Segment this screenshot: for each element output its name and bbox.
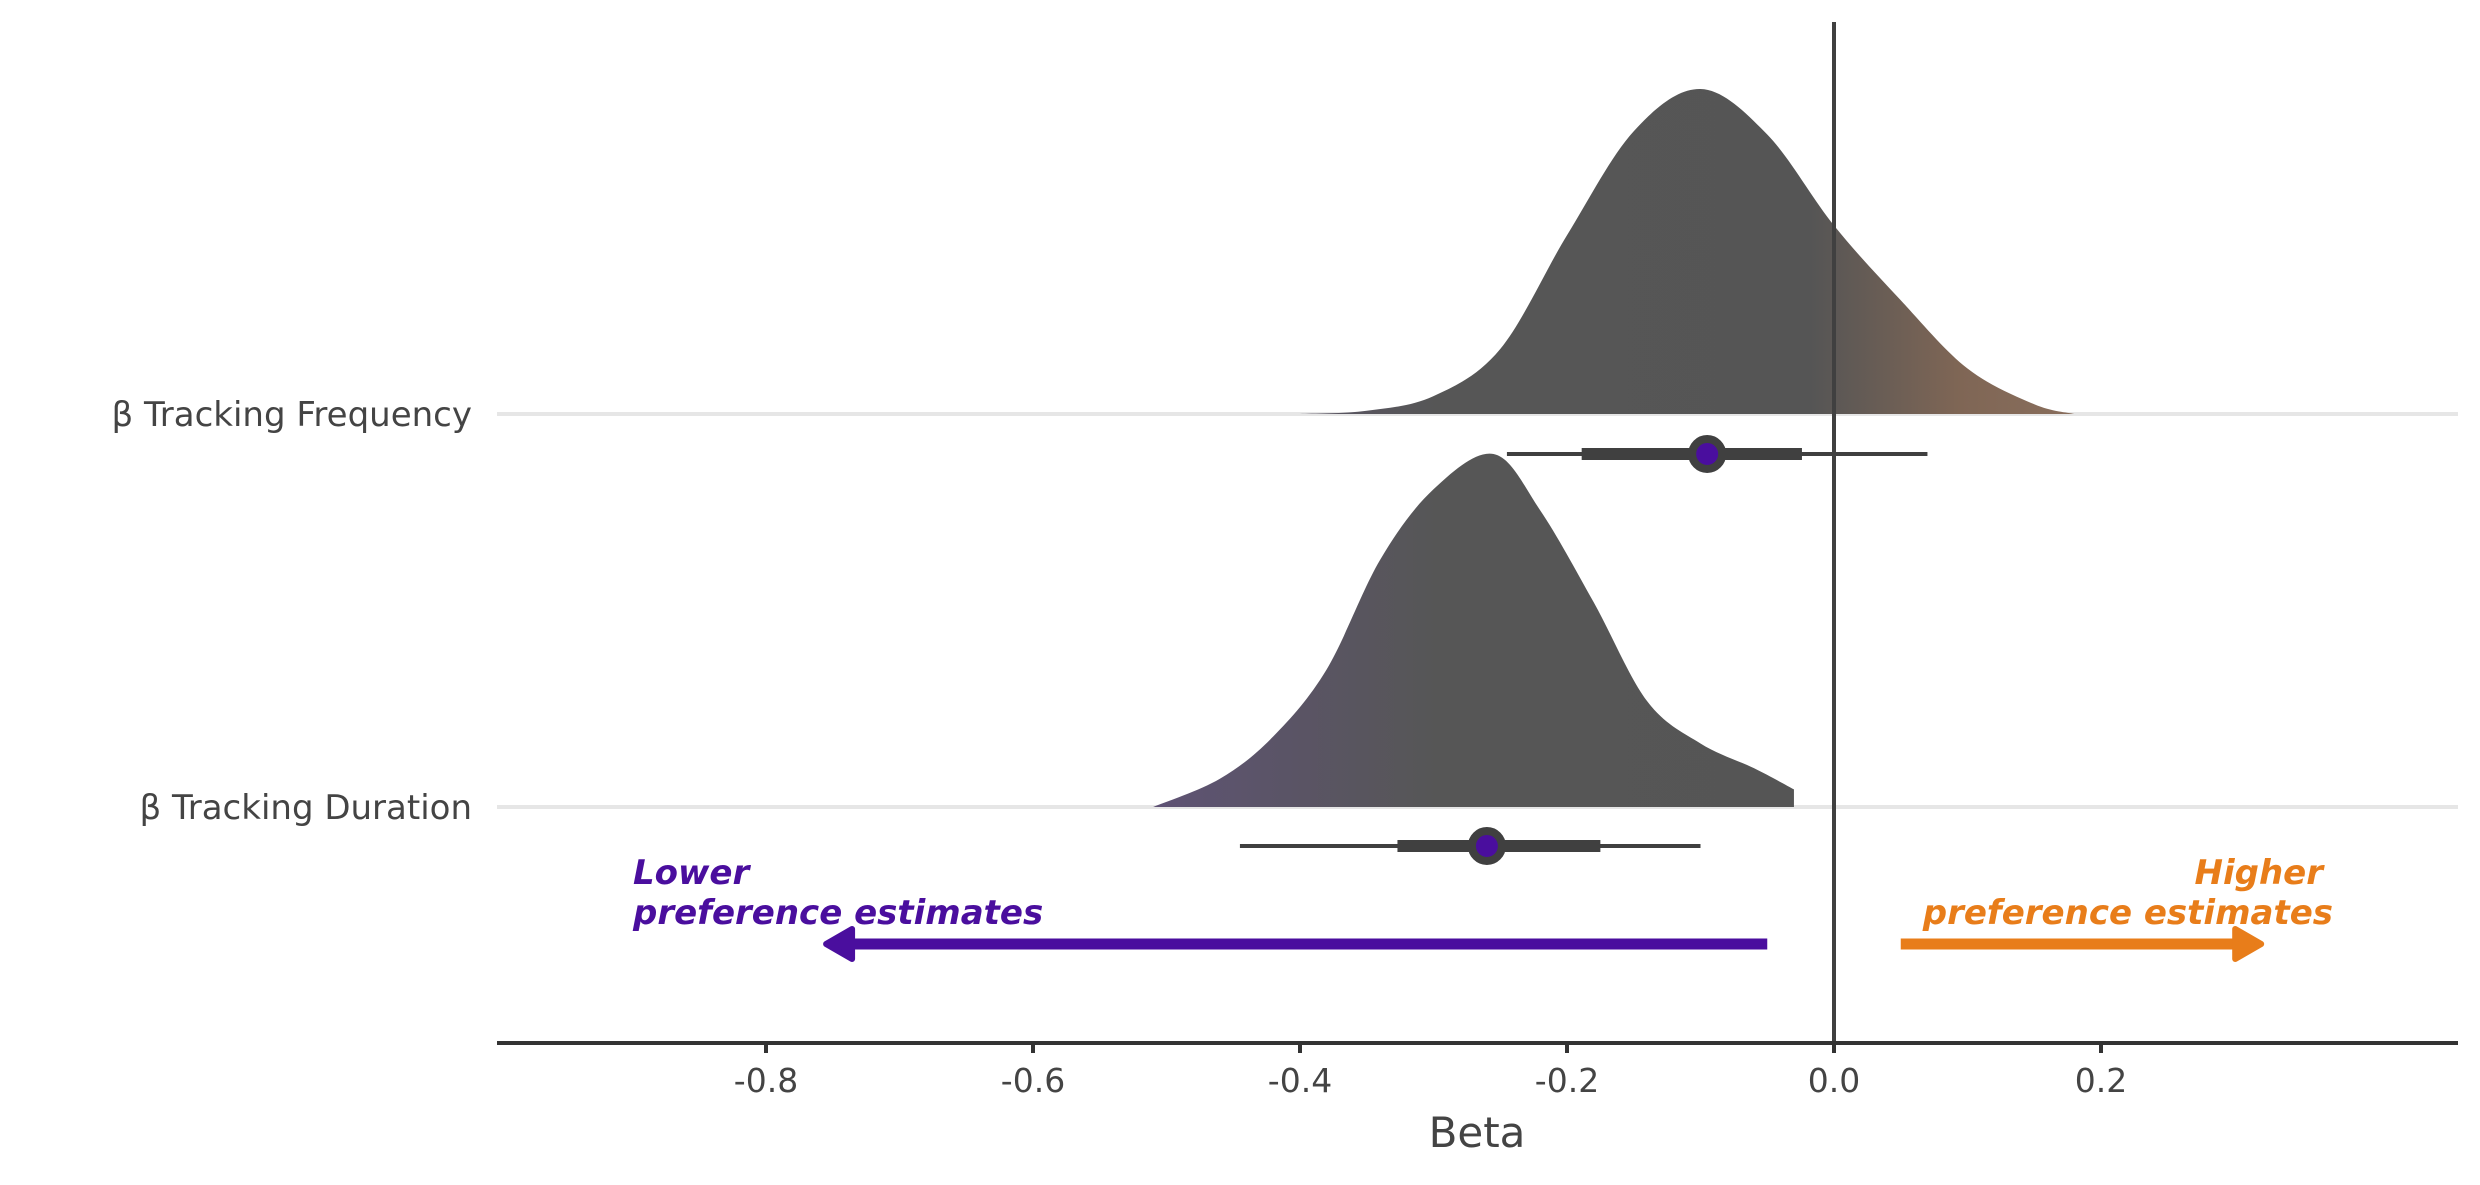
density-curve-duration — [1153, 453, 1794, 807]
density-curve-frequency — [1300, 88, 2075, 415]
higher-annotation-line1: Higher — [2195, 853, 2326, 893]
x-tick-label: -0.6 — [1001, 1061, 1065, 1100]
y-label-frequency: β Tracking Frequency — [111, 395, 472, 435]
x-tick-label: -0.4 — [1268, 1061, 1332, 1100]
x-tick-label: 0.0 — [1808, 1061, 1860, 1100]
x-tick-label: -0.8 — [734, 1061, 798, 1100]
lower-annotation-line1: Lower — [633, 853, 751, 893]
higher-annotation-line2: preference estimates — [1922, 893, 2333, 933]
x-tick-label: 0.2 — [2075, 1061, 2127, 1100]
point-estimate-duration — [1467, 827, 1506, 865]
x-tick-label: -0.2 — [1535, 1061, 1599, 1100]
x-axis-label: Beta — [1429, 1108, 1526, 1157]
point-estimate-frequency — [1688, 435, 1727, 473]
lower-annotation-line2: preference estimates — [632, 893, 1043, 933]
y-label-duration: β Tracking Duration — [139, 788, 472, 828]
lower-arrow-head — [823, 926, 856, 962]
x-axis-ticks: -0.8 -0.6 -0.4 -0.2 0.0 0.2 — [734, 1043, 2127, 1100]
higher-arrow-head — [2232, 926, 2265, 962]
